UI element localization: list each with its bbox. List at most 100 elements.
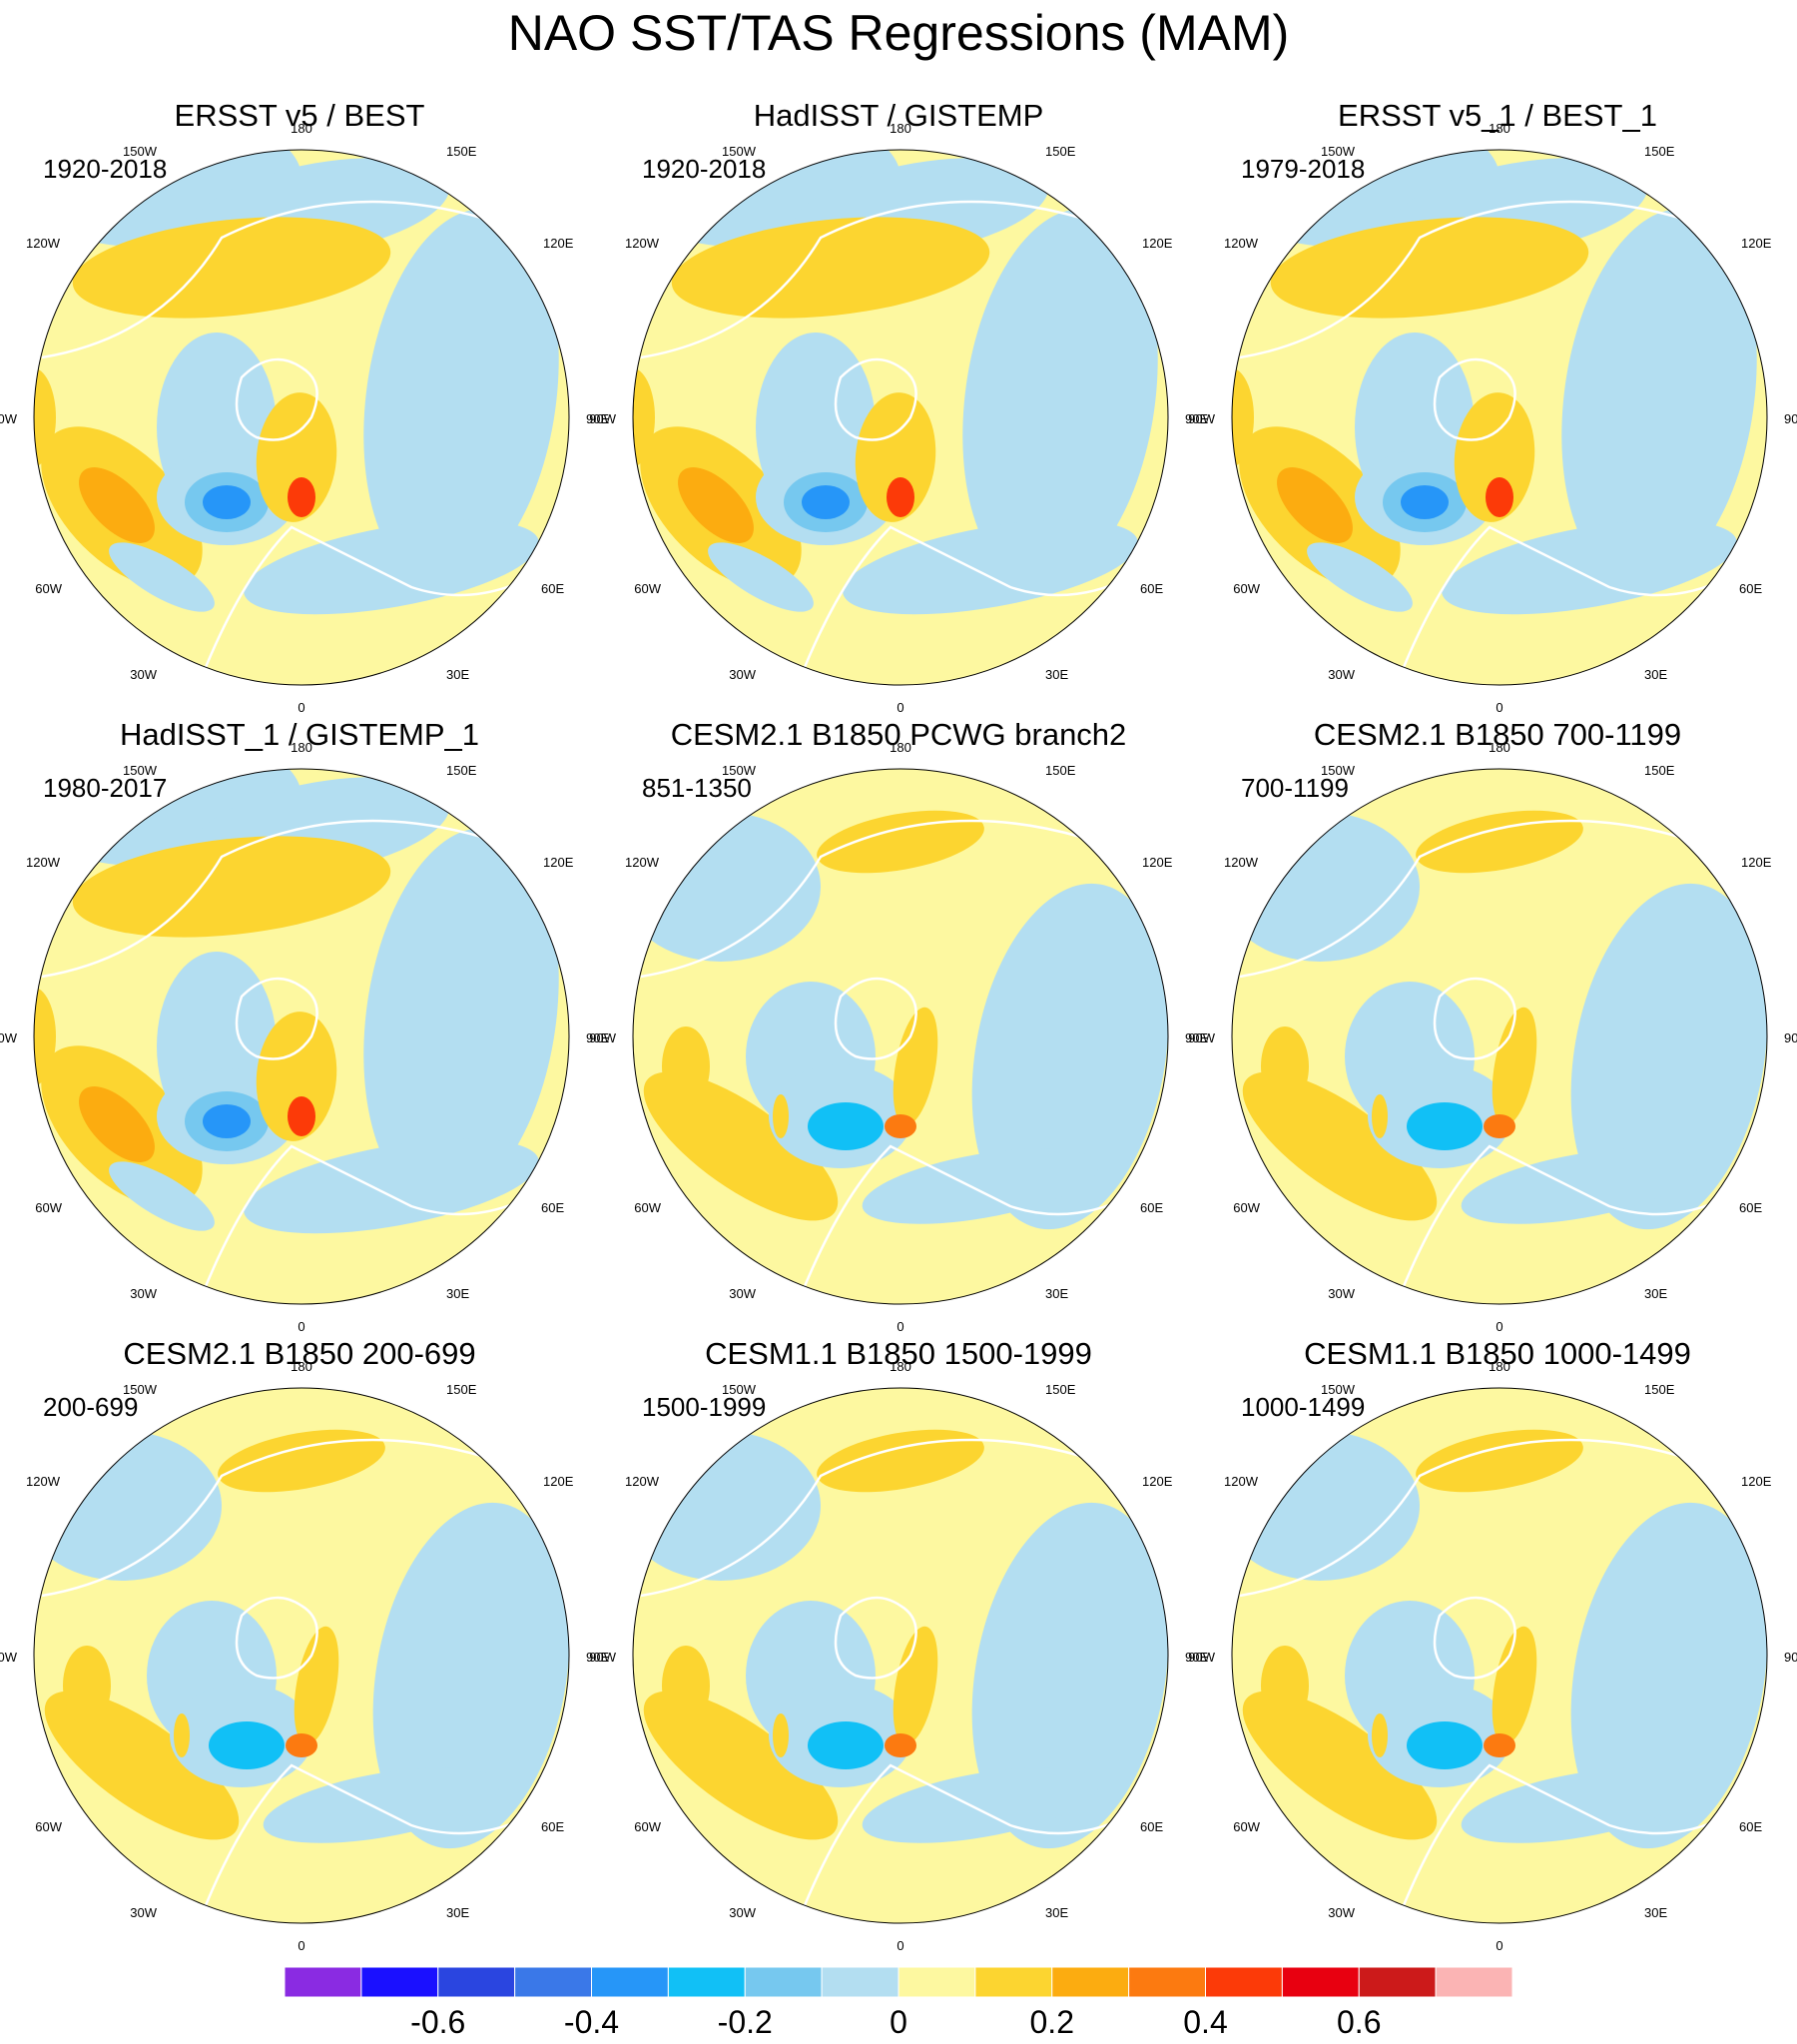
longitude-label: 180 <box>890 121 911 136</box>
longitude-label: 30W <box>1328 1286 1355 1301</box>
longitude-label: 90E <box>1185 411 1208 426</box>
longitude-label: 30W <box>1328 1905 1355 1920</box>
polar-map: 180 150E 120E 90E 60E 30E 0 30W 60W 90W 120W 150W <box>1188 740 1797 1334</box>
baltic-hot-spot <box>288 1096 315 1136</box>
colorbar-swatch <box>1128 1966 1206 1998</box>
longitude-label: 120E <box>1741 1474 1772 1489</box>
map-boundary <box>33 149 570 686</box>
scandinavia-warm-region <box>1454 392 1535 522</box>
map-panel-cesm11-1500-1999: CESM1.1 B1850 1500-1999 1500-1999 180 150… <box>589 1238 1208 1953</box>
subtropical-atlantic-warm-band <box>1242 1071 1438 1221</box>
colorbar-tick-label: 0.6 <box>1337 2004 1381 2040</box>
pacific-coastline <box>1239 200 1680 359</box>
east-pacific-warm-patch <box>63 1646 111 1725</box>
baltic-warm-spot <box>286 1733 317 1757</box>
baltic-warm-spot <box>1484 1114 1515 1138</box>
longitude-label: 120E <box>543 236 574 251</box>
longitude-label: 60E <box>541 1200 564 1215</box>
longitude-label: 30E <box>1644 1286 1667 1301</box>
atlantic-coastline <box>799 1763 1131 1916</box>
north-pacific-warm-band <box>817 810 984 874</box>
longitude-label: 90E <box>586 411 609 426</box>
longitude-label: 30W <box>729 1905 756 1920</box>
panel-title: CESM2.1 B1850 200-699 <box>123 1336 476 1371</box>
figure-title: NAO SST/TAS Regressions (MAM) <box>507 5 1290 61</box>
longitude-label: 150E <box>446 763 477 778</box>
colorbar-swatch <box>1358 1966 1437 1998</box>
anomaly-field <box>633 1388 1168 1923</box>
anomaly-field <box>633 150 1168 685</box>
longitude-label: 0 <box>1496 1938 1502 1953</box>
map-panel-hadisst-gistemp: HadISST / GISTEMP 1920-2018 180 150E 120E 9… <box>589 0 1208 715</box>
polar-map: 180 150E 120E 90E 60E 30E 0 30W 60W 90W 120W 150W <box>589 1359 1208 1953</box>
map-boundary <box>1231 149 1768 686</box>
colorbar-swatch <box>1435 1966 1513 1998</box>
scandinavia-warm-region <box>294 1626 339 1745</box>
longitude-label: 180 <box>291 121 312 136</box>
longitude-label: 30W <box>130 1286 157 1301</box>
panel-title: CESM1.1 B1850 1500-1999 <box>705 1336 1092 1371</box>
longitude-label: 0 <box>897 700 903 715</box>
subpolar-gyre-cold-anomaly <box>808 1102 884 1150</box>
longitude-label: 150W <box>123 144 158 159</box>
eurasia-cool-region <box>372 1502 569 1849</box>
longitude-label: 30E <box>1045 1286 1068 1301</box>
mediterranean-cool-band <box>843 519 1138 615</box>
colorbar-swatch <box>898 1966 976 1998</box>
map-boundary <box>632 768 1169 1305</box>
arctic-coastline <box>1433 357 1516 441</box>
labrador-warm-sliver <box>773 1713 789 1757</box>
longitude-label: 0 <box>298 1319 304 1334</box>
colorbar-swatch <box>437 1966 516 1998</box>
longitude-label: 90W <box>589 1030 616 1045</box>
longitude-label: 150W <box>123 763 158 778</box>
pacific-coastline <box>1239 1438 1680 1598</box>
panel-title: CESM2.1 B1850 PCWG branch2 <box>670 717 1127 752</box>
longitude-label: 60E <box>1739 1200 1762 1215</box>
longitude-label: 90W <box>1188 1650 1215 1665</box>
baltic-warm-spot <box>885 1114 916 1138</box>
map-panel-ersst-best-1: ERSST v5_1 / BEST_1 1979-2018 180 150E 120… <box>1188 0 1797 715</box>
longitude-label: 150E <box>1045 144 1076 159</box>
subtropical-atlantic-warm-band <box>643 1691 839 1840</box>
east-pacific-warm-patch <box>34 367 56 467</box>
longitude-label: 90W <box>0 1030 18 1045</box>
subtropical-atlantic-warm-core <box>678 467 754 543</box>
longitude-label: 150W <box>1321 144 1356 159</box>
north-pacific-warm-band <box>1270 217 1589 319</box>
colorbar-tick-label: -0.6 <box>410 2004 465 2040</box>
map-panel-ersst-best: ERSST v5 / BEST 1920-2018 180 150E 120E 90E… <box>0 0 609 715</box>
atlantic-coastline <box>200 1763 532 1916</box>
longitude-label: 90W <box>589 1650 616 1665</box>
colorbar-swatch <box>667 1966 746 1998</box>
panel-period: 1500-1999 <box>642 1392 767 1422</box>
longitude-label: 120E <box>543 855 574 870</box>
eurasia-cool-region <box>1570 883 1767 1230</box>
panel-period: 1920-2018 <box>43 154 168 184</box>
labrador-sea-cold-core <box>1401 485 1449 519</box>
labrador-warm-sliver <box>1372 1094 1388 1138</box>
arctic-coastline <box>235 1596 318 1680</box>
longitude-label: 90W <box>0 411 18 426</box>
longitude-label: 150W <box>722 144 757 159</box>
longitude-label: 90E <box>1784 411 1797 426</box>
east-pacific-warm-patch <box>662 1646 710 1725</box>
longitude-label: 60E <box>1140 1819 1163 1834</box>
mediterranean-cool-band <box>1461 1767 1698 1843</box>
longitude-label: 60E <box>541 581 564 596</box>
longitude-label: 120W <box>26 1474 61 1489</box>
mediterranean-cool-band <box>862 1767 1099 1843</box>
colorbar-swatch <box>1051 1966 1130 1998</box>
longitude-label: 120E <box>1142 1474 1173 1489</box>
north-pacific-warm-band <box>72 217 391 319</box>
arctic-coastline <box>834 977 917 1060</box>
longitude-label: 30E <box>1045 667 1068 682</box>
longitude-label: 30W <box>1328 667 1355 682</box>
longitude-label: 150W <box>722 763 757 778</box>
longitude-label: 120E <box>1142 855 1173 870</box>
panel-title: HadISST_1 / GISTEMP_1 <box>119 717 480 752</box>
eurasia-cool-region <box>363 828 559 1205</box>
polar-map: 180 150E 120E 90E 60E 30E 0 30W 60W 90W 120W 150W <box>589 740 1208 1334</box>
longitude-label: 30E <box>446 1905 469 1920</box>
longitude-label: 90E <box>1784 1650 1797 1665</box>
